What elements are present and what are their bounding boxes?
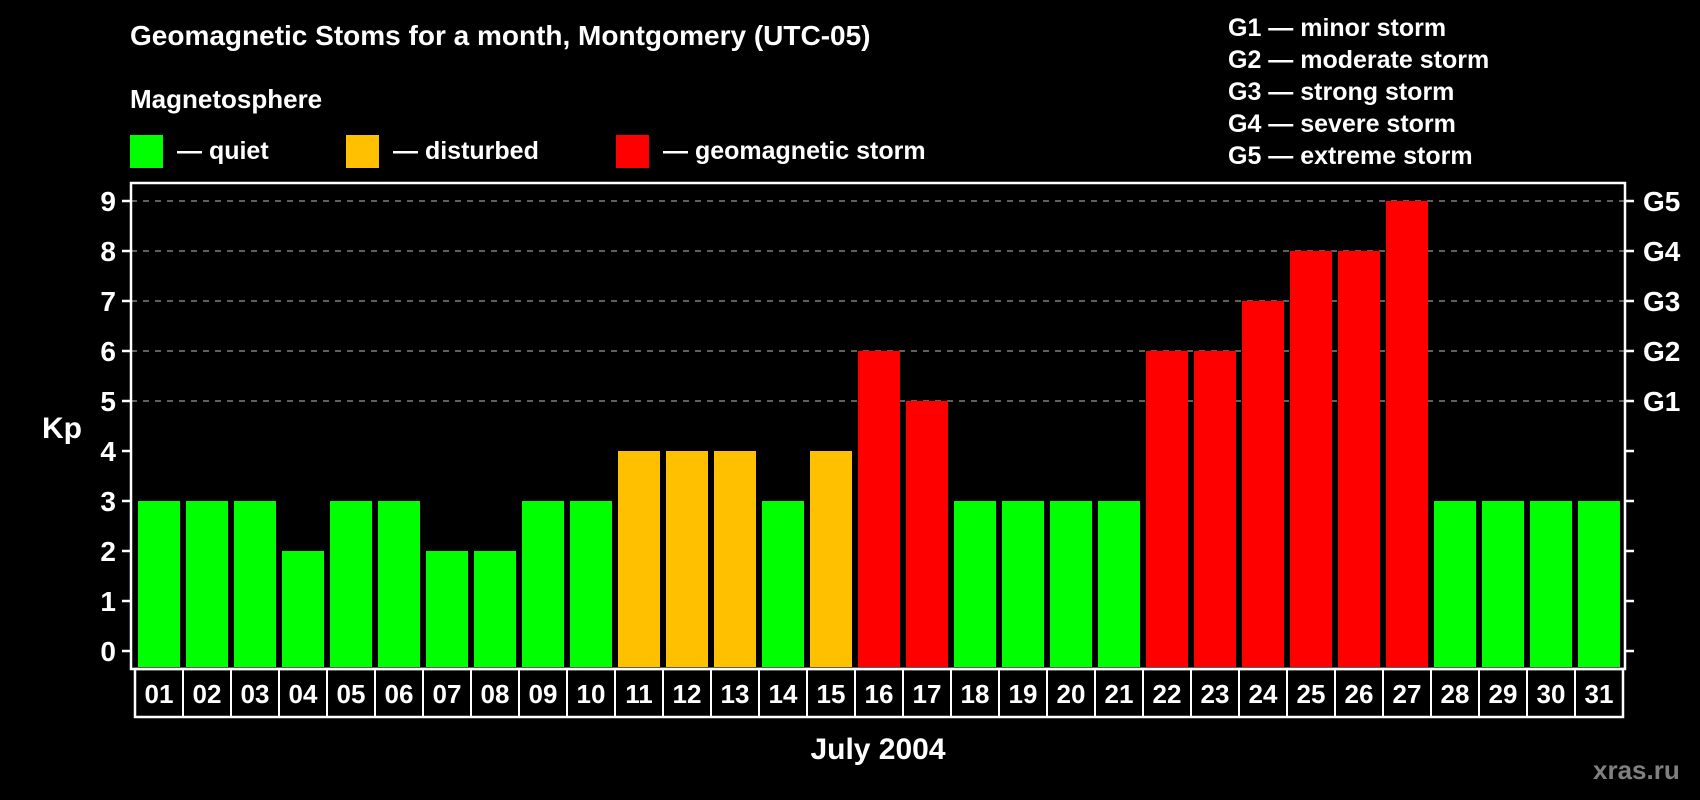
day-label-03: 03 xyxy=(241,679,270,709)
right-y-label-g1: G1 xyxy=(1643,386,1680,417)
bar-day-15 xyxy=(810,451,852,667)
day-label-07: 07 xyxy=(433,679,462,709)
y-tick-label: 8 xyxy=(100,236,116,267)
bar-day-06 xyxy=(378,501,420,667)
legend-item-disturbed: — disturbed xyxy=(346,134,539,168)
y-tick-label: 4 xyxy=(100,436,116,467)
day-label-10: 10 xyxy=(577,679,606,709)
bar-day-14 xyxy=(762,501,804,667)
chart-title: Geomagnetic Stoms for a month, Montgomer… xyxy=(130,20,871,51)
day-label-30: 30 xyxy=(1537,679,1566,709)
y-tick-label: 5 xyxy=(100,386,116,417)
day-label-13: 13 xyxy=(721,679,750,709)
day-label-27: 27 xyxy=(1393,679,1422,709)
day-label-25: 25 xyxy=(1297,679,1326,709)
bar-day-18 xyxy=(954,501,996,667)
y-tick-label: 3 xyxy=(100,486,116,517)
day-label-11: 11 xyxy=(625,679,653,709)
bar-day-31 xyxy=(1578,501,1620,667)
right-y-label-g2: G2 xyxy=(1643,336,1680,367)
day-label-04: 04 xyxy=(289,679,318,709)
legend-item-quiet: — quiet xyxy=(130,134,269,168)
right-y-label-g4: G4 xyxy=(1643,236,1681,267)
day-label-23: 23 xyxy=(1201,679,1230,709)
day-label-21: 21 xyxy=(1105,679,1134,709)
bar-day-22 xyxy=(1146,351,1188,667)
y-tick-label: 1 xyxy=(100,586,116,617)
day-label-08: 08 xyxy=(481,679,510,709)
bar-day-13 xyxy=(714,451,756,667)
y-tick-label: 2 xyxy=(100,536,116,567)
bar-day-03 xyxy=(234,501,276,667)
legend-swatch-storm xyxy=(616,134,649,168)
bar-day-21 xyxy=(1098,501,1140,667)
day-label-15: 15 xyxy=(817,679,846,709)
bar-day-02 xyxy=(186,501,228,667)
bar-day-04 xyxy=(282,551,324,667)
legend-label-disturbed: — disturbed xyxy=(393,136,539,165)
bar-day-20 xyxy=(1050,501,1092,667)
legend-label-storm: — geomagnetic storm xyxy=(663,136,926,165)
legend-label-quiet: — quiet xyxy=(177,136,269,165)
storm-scale-g5: G5 — extreme storm xyxy=(1228,142,1473,170)
bar-day-07 xyxy=(426,551,468,667)
day-label-14: 14 xyxy=(769,679,798,709)
bar-day-09 xyxy=(522,501,564,667)
y-axis-label: Kp xyxy=(42,412,82,445)
day-label-12: 12 xyxy=(673,679,702,709)
day-label-16: 16 xyxy=(865,679,894,709)
legend-title: Magnetosphere xyxy=(130,84,323,114)
x-axis-label: July 2004 xyxy=(810,733,946,766)
storm-scale-legend: G1 — minor storm G2 — moderate storm G3 … xyxy=(1228,12,1489,172)
day-label-05: 05 xyxy=(337,679,366,709)
day-label-22: 22 xyxy=(1153,679,1182,709)
bar-day-25 xyxy=(1290,251,1332,667)
watermark: xras.ru xyxy=(1593,755,1680,785)
bar-day-01 xyxy=(138,501,180,667)
y-tick-label: 9 xyxy=(100,186,116,217)
day-label-17: 17 xyxy=(913,679,942,709)
storm-scale-g4: G4 — severe storm xyxy=(1228,110,1456,138)
bar-day-27 xyxy=(1386,201,1428,667)
storm-scale-g2: G2 — moderate storm xyxy=(1228,46,1490,74)
bar-day-16 xyxy=(858,351,900,667)
bar-day-12 xyxy=(666,451,708,667)
day-label-31: 31 xyxy=(1585,679,1614,709)
legend-swatch-quiet xyxy=(130,134,163,168)
day-label-26: 26 xyxy=(1345,679,1374,709)
legend-item-storm: — geomagnetic storm xyxy=(616,134,926,168)
bar-day-29 xyxy=(1482,501,1524,667)
right-y-label-g3: G3 xyxy=(1643,286,1680,317)
day-label-02: 02 xyxy=(193,679,222,709)
day-label-06: 06 xyxy=(385,679,414,709)
day-label-01: 01 xyxy=(145,679,174,709)
day-label-18: 18 xyxy=(961,679,990,709)
day-row-frame xyxy=(133,667,1625,719)
day-label-19: 19 xyxy=(1009,679,1038,709)
bar-day-05 xyxy=(330,501,372,667)
bar-day-26 xyxy=(1338,251,1380,667)
bar-day-10 xyxy=(570,501,612,667)
day-label-09: 09 xyxy=(529,679,558,709)
day-label-24: 24 xyxy=(1249,679,1278,709)
bar-day-24 xyxy=(1242,301,1284,667)
bar-day-28 xyxy=(1434,501,1476,667)
day-label-29: 29 xyxy=(1489,679,1518,709)
bar-day-08 xyxy=(474,551,516,667)
bar-day-30 xyxy=(1530,501,1572,667)
bar-day-11 xyxy=(618,451,660,667)
day-label-20: 20 xyxy=(1057,679,1086,709)
bar-day-19 xyxy=(1002,501,1044,667)
legend-swatch-disturbed xyxy=(346,134,379,168)
y-tick-label: 6 xyxy=(100,336,116,367)
bar-day-23 xyxy=(1194,351,1236,667)
storm-scale-g1: G1 — minor storm xyxy=(1228,14,1447,42)
y-tick-label: 7 xyxy=(100,286,116,317)
bar-day-17 xyxy=(906,401,948,667)
y-tick-label: 0 xyxy=(100,636,116,667)
storm-scale-g3: G3 — strong storm xyxy=(1228,78,1455,106)
right-y-label-g5: G5 xyxy=(1643,186,1680,217)
day-label-28: 28 xyxy=(1441,679,1470,709)
